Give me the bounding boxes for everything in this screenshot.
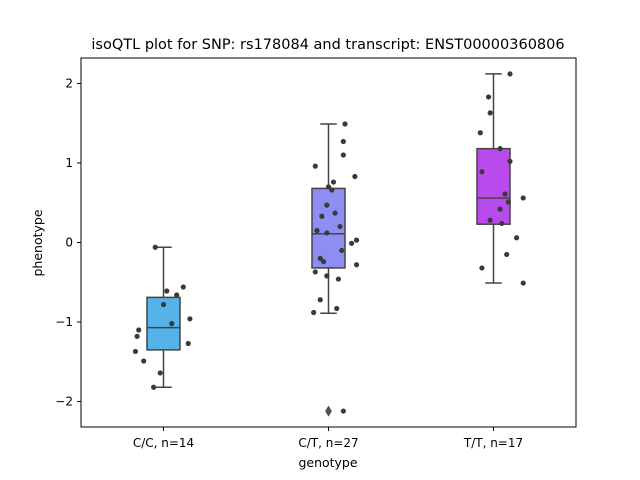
x-tick-label: C/C, n=14 [133, 436, 194, 450]
data-point [180, 284, 186, 290]
data-point [520, 195, 526, 201]
data-point [335, 276, 341, 282]
data-point [324, 230, 330, 236]
data-point [479, 265, 485, 271]
y-tick-label: −1 [55, 315, 73, 329]
data-point [317, 255, 323, 262]
data-point [352, 173, 358, 180]
data-point [311, 309, 317, 316]
data-point [141, 358, 147, 364]
x-tick-label: C/T, n=27 [298, 436, 358, 450]
points-group-2 [311, 121, 360, 414]
x-tick-label: T/T, n=17 [463, 436, 523, 450]
chart-title: isoQTL plot for SNP: rs178084 and transc… [91, 37, 564, 53]
box-body [476, 147, 511, 225]
y-tick-label: −2 [55, 395, 73, 409]
data-point [497, 206, 503, 212]
data-point [514, 235, 520, 241]
data-point [485, 94, 492, 100]
data-point [157, 370, 163, 376]
y-axis-label: phenotype [30, 209, 45, 276]
data-point [342, 121, 348, 127]
data-point [160, 301, 167, 308]
data-point [507, 158, 513, 164]
data-point [319, 213, 325, 219]
plot-area [132, 71, 526, 417]
data-point [185, 340, 191, 347]
data-point [187, 316, 193, 322]
data-point [502, 191, 508, 197]
data-point [479, 169, 485, 175]
data-point [339, 247, 345, 254]
data-point [499, 220, 505, 227]
points-group-1 [132, 244, 193, 390]
data-point [477, 130, 483, 136]
data-point [132, 348, 139, 355]
data-point [317, 297, 323, 303]
data-point [505, 199, 511, 205]
data-point [134, 333, 140, 339]
data-point [325, 184, 332, 190]
y-tick-label: 1 [65, 156, 73, 170]
data-point [330, 179, 337, 185]
data-point [337, 223, 343, 230]
points-group-3 [477, 71, 526, 286]
data-point [152, 244, 158, 250]
data-point [507, 71, 513, 77]
data-point [349, 240, 355, 246]
data-point [312, 163, 318, 169]
data-point [520, 280, 526, 286]
data-point [169, 321, 175, 327]
data-point [164, 288, 170, 294]
outlier-marker [325, 405, 332, 417]
axes: −2 −1 0 1 2 C/C, n=14 C/T, n=27 T/T, n=17 [55, 57, 577, 450]
data-point [353, 262, 360, 268]
data-point [340, 138, 346, 145]
data-point [312, 269, 318, 275]
y-tick-label: 0 [65, 236, 73, 250]
data-point [174, 292, 180, 298]
data-point [320, 258, 327, 265]
data-point [332, 210, 338, 216]
data-point [151, 384, 157, 390]
data-point [324, 202, 330, 208]
data-point [353, 237, 360, 243]
box-group-1 [146, 246, 181, 388]
y-tick-label: 2 [65, 76, 73, 90]
data-point [340, 408, 346, 414]
data-point [136, 327, 142, 333]
data-point [324, 273, 330, 279]
data-point [314, 227, 320, 234]
x-axis-label: genotype [298, 455, 357, 470]
data-point [487, 217, 493, 223]
data-point [497, 146, 503, 152]
data-point [329, 187, 335, 193]
data-point [340, 152, 346, 158]
box-group-3 [476, 73, 511, 284]
data-point [487, 110, 493, 116]
data-point [334, 305, 340, 312]
data-point [504, 251, 510, 258]
